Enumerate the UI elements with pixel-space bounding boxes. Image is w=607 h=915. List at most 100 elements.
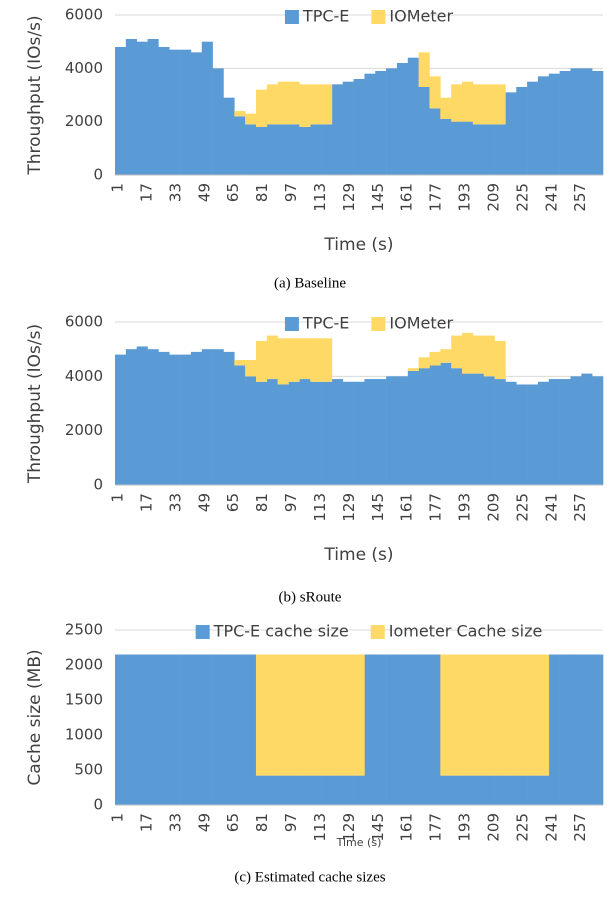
bar-segment <box>158 351 170 485</box>
bar-segment <box>115 47 127 175</box>
bar-segment <box>158 654 170 805</box>
bar-segment <box>396 63 409 175</box>
caption: (c) Estimated cache sizes <box>234 869 385 885</box>
bar-segment <box>158 47 170 175</box>
bar-segment <box>429 654 441 805</box>
bar-segment <box>245 360 257 377</box>
bar-segment <box>418 654 430 805</box>
x-tick-label: 193 <box>456 493 474 522</box>
x-tick-label: 33 <box>166 493 184 512</box>
x-tick-label: 129 <box>340 813 358 842</box>
bar-segment <box>190 52 203 176</box>
bar-segment <box>472 373 485 485</box>
x-tick-label: 17 <box>137 813 155 832</box>
bar-segment <box>266 335 278 380</box>
bar-segment <box>592 654 604 805</box>
bar-segment <box>440 362 452 485</box>
bar-segment <box>353 381 365 485</box>
bar-segment <box>418 52 430 87</box>
bar-segment <box>169 49 181 175</box>
bar-segment <box>223 97 235 175</box>
x-tick-label: 225 <box>513 493 531 522</box>
bar-segment <box>255 89 268 127</box>
y-tick-label: 2000 <box>65 421 103 439</box>
bar-segment <box>299 379 311 485</box>
bar-segment <box>136 41 148 175</box>
bar-segment <box>483 84 495 125</box>
bar-segment <box>429 351 441 366</box>
bar-segment <box>505 654 517 776</box>
x-axis-label: Time (s) <box>323 235 393 255</box>
bar-segment <box>288 775 300 805</box>
bar-segment <box>169 354 181 485</box>
y-tick-label: 1500 <box>65 691 103 709</box>
bar-segment <box>342 775 354 805</box>
bar-segment <box>321 84 333 125</box>
bar-segment <box>277 124 289 175</box>
bar-segment <box>212 654 224 805</box>
y-tick-label: 6000 <box>65 313 103 331</box>
x-tick-label: 1 <box>109 493 127 503</box>
bar-segment <box>310 775 322 805</box>
x-tick-label: 33 <box>166 813 184 832</box>
bar-segment <box>581 68 593 175</box>
bar-segment <box>277 384 289 485</box>
bar-segment <box>483 335 495 377</box>
bar-segment <box>548 654 560 805</box>
bar-segment <box>147 654 159 805</box>
bar-segment <box>472 775 485 805</box>
bar-segment <box>364 379 376 485</box>
bar-segment <box>180 49 192 175</box>
x-tick-label: 161 <box>398 183 416 212</box>
bar-segment <box>136 346 148 485</box>
bar-segment <box>516 654 528 776</box>
bar-segment <box>234 116 246 175</box>
x-tick-label: 1 <box>109 813 127 823</box>
bar-segment <box>125 39 137 175</box>
bar-segment <box>527 654 539 776</box>
legend-swatch <box>284 317 299 331</box>
bar-segment <box>266 654 278 776</box>
bar-segment <box>483 124 495 175</box>
bar-segment <box>570 654 582 805</box>
bar-segment <box>537 76 550 175</box>
bar-segment <box>396 654 409 805</box>
bar-segment <box>190 654 203 805</box>
bar-segment <box>125 349 137 485</box>
x-tick-label: 97 <box>282 493 300 512</box>
bar-segment <box>494 775 506 805</box>
bar-segment <box>429 108 441 175</box>
x-tick-label: 1 <box>109 183 127 193</box>
x-tick-label: 129 <box>340 493 358 522</box>
bar-segment <box>375 379 387 485</box>
bar-segment <box>115 654 127 805</box>
legend-swatch <box>284 10 299 24</box>
caption: (b) sRoute <box>279 589 342 605</box>
x-tick-label: 49 <box>195 813 213 832</box>
x-tick-label: 81 <box>253 493 271 512</box>
bar-segment <box>147 349 159 485</box>
y-tick-label: 4000 <box>65 367 103 385</box>
x-tick-label: 17 <box>137 493 155 512</box>
bar-segment <box>321 381 333 485</box>
bar-segment <box>353 775 365 805</box>
bar-segment <box>407 370 419 485</box>
bar-segment <box>505 381 517 485</box>
caption: (a) Baseline <box>274 275 346 291</box>
x-tick-label: 209 <box>484 813 502 842</box>
bar-segment <box>147 39 159 175</box>
bar-segment <box>440 119 452 175</box>
bar-segment <box>245 124 257 175</box>
x-tick-label: 241 <box>542 183 560 212</box>
x-tick-label: 129 <box>340 183 358 212</box>
bar-segment <box>245 376 257 485</box>
bar-segment <box>418 87 430 175</box>
bar-segment <box>299 127 311 175</box>
bar-segment <box>223 351 235 485</box>
bar-segment <box>136 654 148 805</box>
bar-segment <box>418 357 430 369</box>
x-tick-label: 257 <box>571 183 589 212</box>
bar-segment <box>559 379 571 485</box>
bar-segment <box>353 654 365 776</box>
